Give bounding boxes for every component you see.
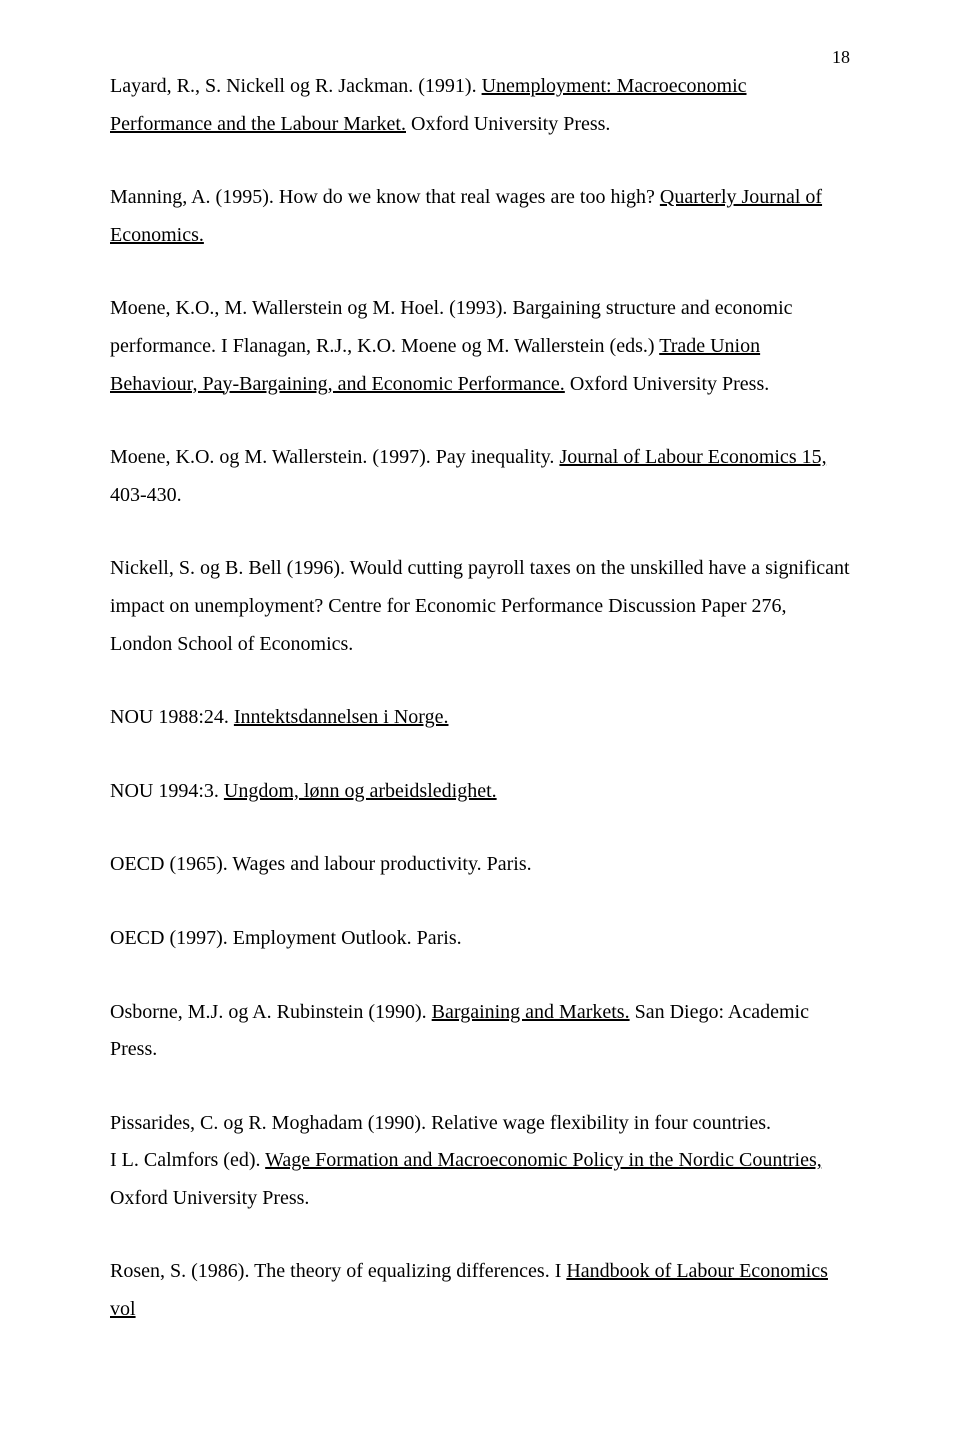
reference-entry: Layard, R., S. Nickell og R. Jackman. (1… — [110, 68, 850, 143]
reference-entry: Manning, A. (1995). How do we know that … — [110, 179, 850, 254]
ref-text: OECD (1965). Wages and labour productivi… — [110, 853, 532, 875]
reference-entry: Moene, K.O., M. Wallerstein og M. Hoel. … — [110, 290, 850, 403]
reference-entry: Nickell, S. og B. Bell (1996). Would cut… — [110, 550, 850, 663]
ref-text: Nickell, S. og B. Bell (1996). Would cut… — [110, 557, 850, 654]
ref-text: Moene, K.O. og M. Wallerstein. (1997). P… — [110, 446, 559, 468]
reference-entry: OECD (1997). Employment Outlook. Paris. — [110, 920, 850, 958]
ref-text: NOU 1988:24. — [110, 706, 234, 728]
reference-entry: NOU 1994:3. Ungdom, lønn og arbeidsledig… — [110, 773, 850, 811]
ref-text: Layard, R., S. Nickell og R. Jackman. (1… — [110, 75, 482, 97]
reference-entry: NOU 1988:24. Inntektsdannelsen i Norge. — [110, 699, 850, 737]
ref-text: Manning, A. (1995). How do we know that … — [110, 186, 660, 208]
reference-entry: Rosen, S. (1986). The theory of equalizi… — [110, 1253, 850, 1328]
ref-text: NOU 1994:3. — [110, 780, 224, 802]
ref-text: Oxford University Press. — [565, 373, 769, 395]
ref-text: Pissarides, C. og R. Moghadam (1990). Re… — [110, 1112, 771, 1134]
ref-text: Rosen, S. (1986). The theory of equalizi… — [110, 1260, 566, 1282]
ref-title: Inntektsdannelsen i Norge. — [234, 706, 449, 728]
page-number: 18 — [110, 48, 850, 66]
ref-text: Oxford University Press. — [110, 1187, 309, 1209]
ref-title: Wage Formation and Macroeconomic Policy … — [265, 1149, 822, 1171]
reference-entry: OECD (1965). Wages and labour productivi… — [110, 846, 850, 884]
ref-text: 403-430. — [110, 484, 182, 506]
document-page: 18 Layard, R., S. Nickell og R. Jackman.… — [0, 0, 960, 1369]
ref-text: Osborne, M.J. og A. Rubinstein (1990). — [110, 1001, 432, 1023]
ref-text: I L. Calmfors (ed). — [110, 1149, 265, 1171]
reference-entry: Pissarides, C. og R. Moghadam (1990). Re… — [110, 1105, 850, 1218]
ref-text: Oxford University Press. — [406, 113, 610, 135]
ref-title: Journal of Labour Economics 15, — [559, 446, 826, 468]
ref-title: Bargaining and Markets. — [432, 1001, 630, 1023]
ref-title: Ungdom, lønn og arbeidsledighet. — [224, 780, 497, 802]
reference-entry: Moene, K.O. og M. Wallerstein. (1997). P… — [110, 439, 850, 514]
reference-entry: Osborne, M.J. og A. Rubinstein (1990). B… — [110, 994, 850, 1069]
ref-text: OECD (1997). Employment Outlook. Paris. — [110, 927, 462, 949]
